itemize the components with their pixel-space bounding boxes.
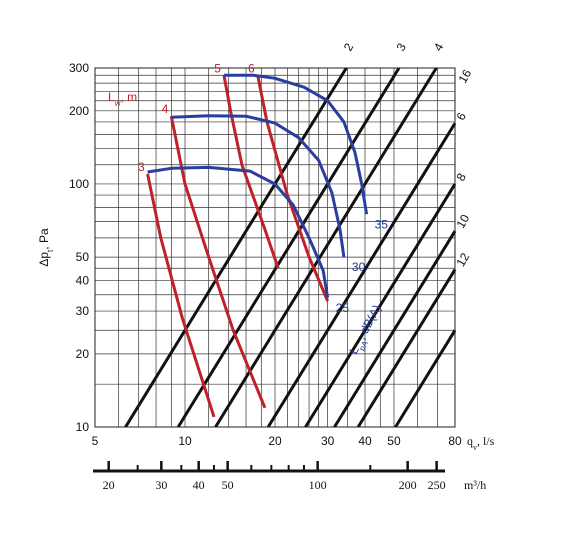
plot-frame bbox=[94, 67, 456, 428]
m3h-tick-label: 250 bbox=[428, 478, 446, 492]
k-line bbox=[356, 268, 457, 428]
k-line-label: 16 bbox=[455, 67, 474, 86]
y-tick-label: 30 bbox=[76, 304, 90, 318]
x-tick-label: 50 bbox=[387, 434, 401, 448]
y-tick-label: 50 bbox=[76, 250, 90, 264]
x-tick-label: 40 bbox=[358, 434, 372, 448]
sound-curve bbox=[224, 73, 369, 215]
k-line bbox=[176, 67, 401, 428]
y-axis-label: Δpt, Pa bbox=[37, 228, 55, 267]
throw-curve bbox=[256, 75, 329, 302]
throw-curve bbox=[146, 173, 216, 418]
k-line-label: 3 bbox=[393, 40, 409, 53]
m3h-unit-label: m³/h bbox=[464, 478, 486, 492]
throw-length-curves bbox=[146, 75, 329, 418]
y-tick-label: 300 bbox=[69, 61, 89, 75]
throw-curve-label: 6 bbox=[248, 61, 255, 75]
k-line bbox=[304, 183, 457, 428]
k-line-label: 6 bbox=[453, 110, 469, 123]
y-axis-label-sub: t bbox=[46, 249, 55, 252]
throw-legend-sub: w bbox=[114, 99, 121, 108]
x-tick-label: 80 bbox=[448, 434, 462, 448]
throw-curve bbox=[169, 115, 267, 409]
sound-axis-label-sub: pA bbox=[357, 339, 370, 352]
m3h-tick-label: 50 bbox=[222, 478, 234, 492]
throw-curve-label: 5 bbox=[214, 61, 221, 75]
axes bbox=[93, 67, 456, 473]
m3h-tick-label: 100 bbox=[309, 478, 327, 492]
x-axis-label: qv, l/s bbox=[467, 434, 495, 452]
sound-curve bbox=[171, 114, 346, 258]
k-line bbox=[333, 230, 457, 428]
k-line-label: 10 bbox=[453, 212, 472, 231]
k-line bbox=[394, 329, 457, 428]
k-line bbox=[124, 67, 348, 428]
throw-curve-label: 4 bbox=[162, 102, 169, 116]
k-line-label: 12 bbox=[453, 250, 472, 269]
x-tick-label: 20 bbox=[268, 434, 282, 448]
m3h-tick-label: 200 bbox=[399, 478, 417, 492]
y-tick-label: 10 bbox=[76, 420, 90, 434]
sound-curve-label: 30 bbox=[352, 260, 366, 274]
y-axis-label-unit: , Pa bbox=[37, 228, 51, 250]
x-tick-label: 5 bbox=[92, 434, 99, 448]
y-tick-label: 100 bbox=[69, 177, 89, 191]
k-factor-lines bbox=[124, 67, 457, 428]
sound-curve-label: 25 bbox=[336, 301, 350, 315]
k-line-label: 4 bbox=[431, 40, 447, 53]
x-axis-label-sub: v bbox=[473, 443, 477, 452]
throw-curve-label: 3 bbox=[138, 160, 145, 174]
x-axis-label-unit: , l/s bbox=[477, 434, 495, 448]
sound-curve-label: 35 bbox=[375, 217, 389, 231]
sound-curve bbox=[147, 165, 330, 299]
k-line-label: 2 bbox=[341, 40, 357, 53]
throw-legend: Lw, m bbox=[108, 90, 137, 108]
y-tick-label: 20 bbox=[76, 347, 90, 361]
x-tick-label: 10 bbox=[178, 434, 192, 448]
throw-legend-unit: , m bbox=[120, 90, 137, 104]
m3h-tick-label: 40 bbox=[193, 478, 205, 492]
k-line bbox=[214, 67, 438, 428]
k-line-label: 8 bbox=[453, 170, 469, 183]
k-line bbox=[266, 122, 457, 428]
x-tick-label: 30 bbox=[321, 434, 335, 448]
m3h-tick-label: 30 bbox=[155, 478, 167, 492]
m3h-tick-label: 20 bbox=[103, 478, 115, 492]
y-tick-label: 200 bbox=[69, 104, 89, 118]
sound-level-curves bbox=[147, 73, 369, 299]
sound-axis-label-unit: , dB(A) bbox=[354, 302, 384, 342]
y-tick-label: 40 bbox=[76, 274, 90, 288]
throw-curve bbox=[222, 75, 280, 269]
